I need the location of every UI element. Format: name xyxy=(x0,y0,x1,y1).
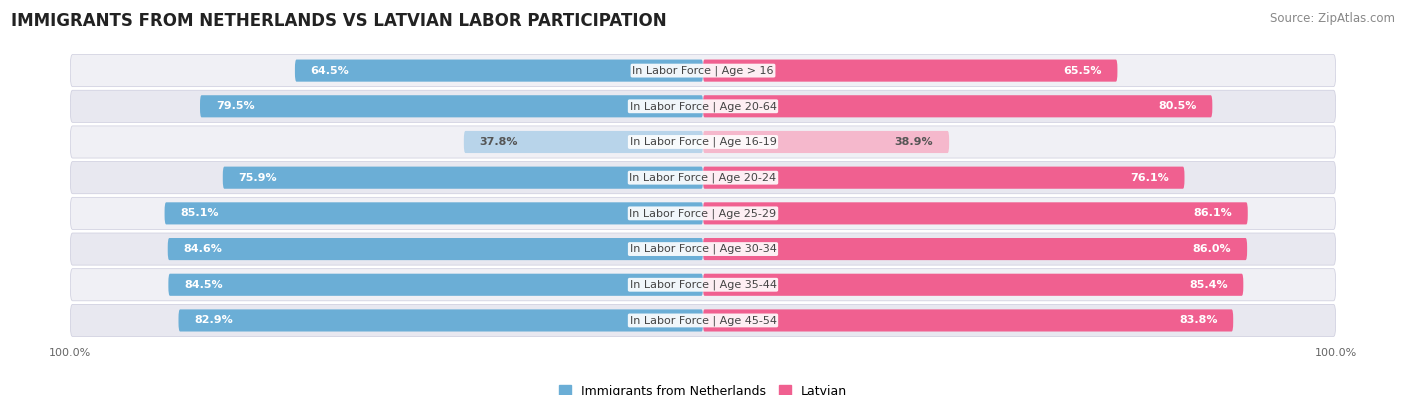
FancyBboxPatch shape xyxy=(70,126,1336,158)
FancyBboxPatch shape xyxy=(165,202,703,224)
FancyBboxPatch shape xyxy=(703,60,1118,82)
FancyBboxPatch shape xyxy=(169,274,703,296)
Legend: Immigrants from Netherlands, Latvian: Immigrants from Netherlands, Latvian xyxy=(554,380,852,395)
FancyBboxPatch shape xyxy=(70,198,1336,229)
FancyBboxPatch shape xyxy=(703,95,1212,117)
Text: 85.4%: 85.4% xyxy=(1189,280,1227,290)
FancyBboxPatch shape xyxy=(179,309,703,331)
Text: In Labor Force | Age 35-44: In Labor Force | Age 35-44 xyxy=(630,280,776,290)
Text: 75.9%: 75.9% xyxy=(239,173,277,182)
FancyBboxPatch shape xyxy=(70,162,1336,194)
Text: 86.0%: 86.0% xyxy=(1192,244,1232,254)
Text: 84.5%: 84.5% xyxy=(184,280,222,290)
FancyBboxPatch shape xyxy=(703,274,1243,296)
Text: Source: ZipAtlas.com: Source: ZipAtlas.com xyxy=(1270,12,1395,25)
Text: 38.9%: 38.9% xyxy=(894,137,934,147)
Text: 83.8%: 83.8% xyxy=(1178,316,1218,325)
FancyBboxPatch shape xyxy=(464,131,703,153)
Text: In Labor Force | Age 25-29: In Labor Force | Age 25-29 xyxy=(630,208,776,218)
FancyBboxPatch shape xyxy=(200,95,703,117)
Text: In Labor Force | Age 30-34: In Labor Force | Age 30-34 xyxy=(630,244,776,254)
FancyBboxPatch shape xyxy=(703,309,1233,331)
Text: 64.5%: 64.5% xyxy=(311,66,350,75)
Text: In Labor Force | Age 45-54: In Labor Force | Age 45-54 xyxy=(630,315,776,326)
Text: 65.5%: 65.5% xyxy=(1063,66,1102,75)
Text: In Labor Force | Age > 16: In Labor Force | Age > 16 xyxy=(633,65,773,76)
Text: 86.1%: 86.1% xyxy=(1194,209,1232,218)
Text: In Labor Force | Age 20-64: In Labor Force | Age 20-64 xyxy=(630,101,776,111)
FancyBboxPatch shape xyxy=(703,167,1184,189)
Text: 82.9%: 82.9% xyxy=(194,316,233,325)
FancyBboxPatch shape xyxy=(703,238,1247,260)
Text: 84.6%: 84.6% xyxy=(184,244,222,254)
Text: 79.5%: 79.5% xyxy=(215,101,254,111)
FancyBboxPatch shape xyxy=(70,305,1336,337)
FancyBboxPatch shape xyxy=(167,238,703,260)
FancyBboxPatch shape xyxy=(70,269,1336,301)
Text: IMMIGRANTS FROM NETHERLANDS VS LATVIAN LABOR PARTICIPATION: IMMIGRANTS FROM NETHERLANDS VS LATVIAN L… xyxy=(11,12,666,30)
FancyBboxPatch shape xyxy=(703,202,1247,224)
FancyBboxPatch shape xyxy=(222,167,703,189)
Text: 37.8%: 37.8% xyxy=(479,137,519,147)
Text: In Labor Force | Age 16-19: In Labor Force | Age 16-19 xyxy=(630,137,776,147)
FancyBboxPatch shape xyxy=(70,55,1336,87)
FancyBboxPatch shape xyxy=(70,90,1336,122)
Text: 76.1%: 76.1% xyxy=(1130,173,1168,182)
Text: 80.5%: 80.5% xyxy=(1159,101,1197,111)
Text: In Labor Force | Age 20-24: In Labor Force | Age 20-24 xyxy=(630,173,776,183)
FancyBboxPatch shape xyxy=(703,131,949,153)
FancyBboxPatch shape xyxy=(70,233,1336,265)
Text: 85.1%: 85.1% xyxy=(180,209,219,218)
FancyBboxPatch shape xyxy=(295,60,703,82)
